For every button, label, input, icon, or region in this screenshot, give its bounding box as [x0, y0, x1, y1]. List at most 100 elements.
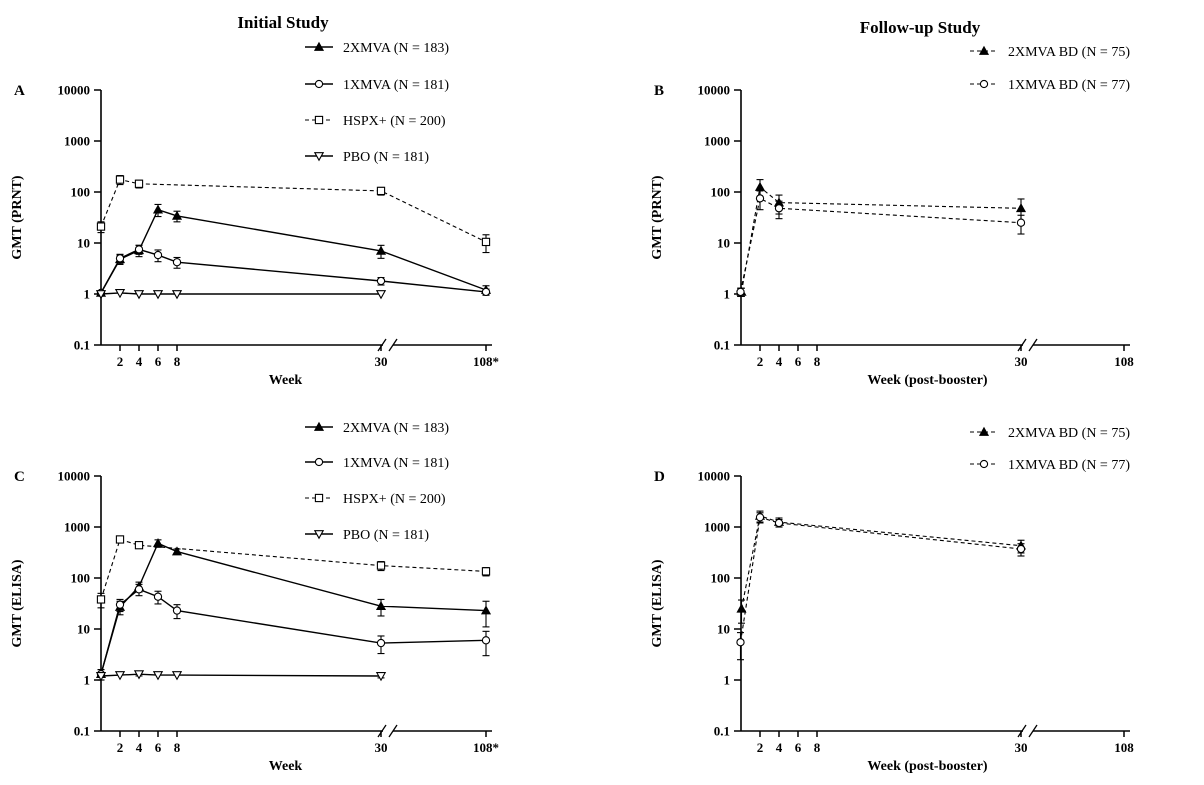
legend-marker — [314, 79, 324, 89]
y-tick-label: 0.1 — [74, 724, 90, 739]
legend-item: 1XMVA BD (N = 77) — [970, 78, 1130, 93]
series-line — [739, 516, 1022, 643]
legend-label: HSPX+ (N = 200) — [343, 492, 446, 507]
y-axis-label: GMT (ELISA) — [650, 559, 665, 647]
series-line — [739, 197, 1022, 293]
data-point — [172, 258, 182, 267]
legend-label: 1XMVA (N = 181) — [343, 78, 449, 93]
data-point — [153, 592, 163, 601]
data-point — [376, 561, 386, 570]
y-tick-label: 100 — [71, 185, 91, 200]
legend-marker — [979, 459, 989, 469]
data-point — [96, 595, 106, 604]
axis-break-mark — [1017, 338, 1027, 352]
series-line — [740, 515, 1022, 609]
title-initial-study: Initial Study — [237, 13, 329, 32]
legend-item: 1XMVA BD (N = 77) — [970, 458, 1130, 473]
legend-label: 2XMVA BD (N = 75) — [1008, 426, 1130, 441]
y-tick-label: 0.1 — [714, 724, 730, 739]
data-point — [134, 245, 144, 254]
panel-b: B 0.1 1 10 100 1000 10000 GMT (PRNT) 2 4 6 8 30 108 We… — [650, 45, 1134, 388]
legend-marker — [313, 530, 325, 540]
data-point — [754, 181, 766, 191]
y-tick-label: 10 — [717, 236, 730, 251]
data-point — [133, 670, 145, 680]
x-tick-label: 108 — [1114, 354, 1134, 369]
series-1xmva — [96, 583, 491, 681]
x-tick-label: 30 — [1015, 354, 1028, 369]
data-point — [1016, 544, 1026, 554]
x-tick-label: 4 — [776, 740, 783, 755]
legend-marker — [314, 493, 324, 503]
title-followup-study: Follow-up Study — [860, 18, 981, 37]
legend-label: 1XMVA (N = 181) — [343, 456, 449, 471]
data-point — [774, 518, 784, 528]
y-tick-label: 100 — [71, 571, 91, 586]
data-point — [152, 290, 164, 300]
y-tick-label: 1 — [84, 287, 91, 302]
data-point — [736, 287, 745, 297]
data-point — [1016, 218, 1026, 227]
data-point — [153, 250, 163, 260]
data-point — [375, 600, 387, 611]
series-hspxplus — [96, 535, 491, 609]
axis-break-mark — [377, 338, 387, 352]
data-point — [1015, 203, 1027, 213]
data-point — [115, 175, 125, 184]
axis-break-mark — [388, 338, 398, 352]
series-pbo — [95, 289, 387, 300]
x-tick-label: 2 — [117, 740, 124, 755]
legend-marker — [313, 421, 325, 431]
legend-marker — [314, 115, 324, 125]
data-point — [736, 603, 747, 613]
data-point — [95, 290, 107, 300]
data-point — [115, 254, 125, 263]
data-point — [171, 671, 183, 681]
legend-item: 2XMVA BD (N = 75) — [970, 45, 1130, 60]
y-tick-label: 10000 — [58, 83, 91, 98]
x-tick-label: 30 — [1015, 740, 1028, 755]
data-point — [171, 210, 183, 220]
legend-item: 2XMVA BD (N = 75) — [970, 426, 1130, 441]
panel-letter-c: C — [14, 469, 25, 485]
series-line — [100, 588, 487, 675]
data-point — [114, 289, 126, 299]
data-point — [376, 638, 386, 648]
series-line — [740, 186, 1022, 292]
y-axis-label: GMT (PRNT) — [10, 175, 25, 259]
data-point — [376, 276, 386, 286]
legend-label: PBO (N = 181) — [343, 150, 429, 165]
axis-break-mark — [1028, 338, 1038, 352]
data-point — [481, 237, 491, 247]
data-point — [133, 290, 145, 300]
data-point — [95, 672, 107, 682]
y-tick-label: 10000 — [698, 469, 731, 484]
x-tick-label: 4 — [136, 354, 143, 369]
data-point — [481, 287, 491, 297]
y-tick-label: 100 — [711, 571, 731, 586]
legend-item: 2XMVA (N = 183) — [305, 421, 449, 436]
x-tick-label: 6 — [795, 354, 802, 369]
series-line — [100, 542, 487, 675]
data-point — [96, 222, 106, 231]
y-tick-label: 0.1 — [714, 338, 730, 353]
x-tick-label: 6 — [155, 354, 162, 369]
legend-marker — [978, 426, 990, 436]
panel-a: A 0.1 1 10 100 1000 10000 GMT (PRNT) 2 4 6 8 30 108* W… — [10, 41, 499, 388]
y-axis-label: GMT (PRNT) — [650, 175, 665, 259]
data-point — [171, 546, 183, 556]
panel-d: D 0.1 1 10 100 1000 10000 GMT (ELISA) 2 4 6 8 30 108 W… — [650, 426, 1134, 774]
legend-label: 2XMVA BD (N = 75) — [1008, 45, 1130, 60]
series-1xmva — [96, 244, 491, 298]
series-line — [100, 538, 487, 600]
legend-label: 1XMVA BD (N = 77) — [1008, 78, 1130, 93]
x-axis-label: Week — [269, 759, 303, 774]
legend-marker — [979, 79, 989, 89]
data-point — [736, 638, 745, 647]
series-line — [100, 292, 381, 295]
y-tick-label: 0.1 — [74, 338, 90, 353]
x-tick-label: 6 — [795, 740, 802, 755]
legend-label: 2XMVA (N = 183) — [343, 41, 449, 56]
data-point — [376, 186, 386, 196]
data-point — [134, 541, 144, 550]
